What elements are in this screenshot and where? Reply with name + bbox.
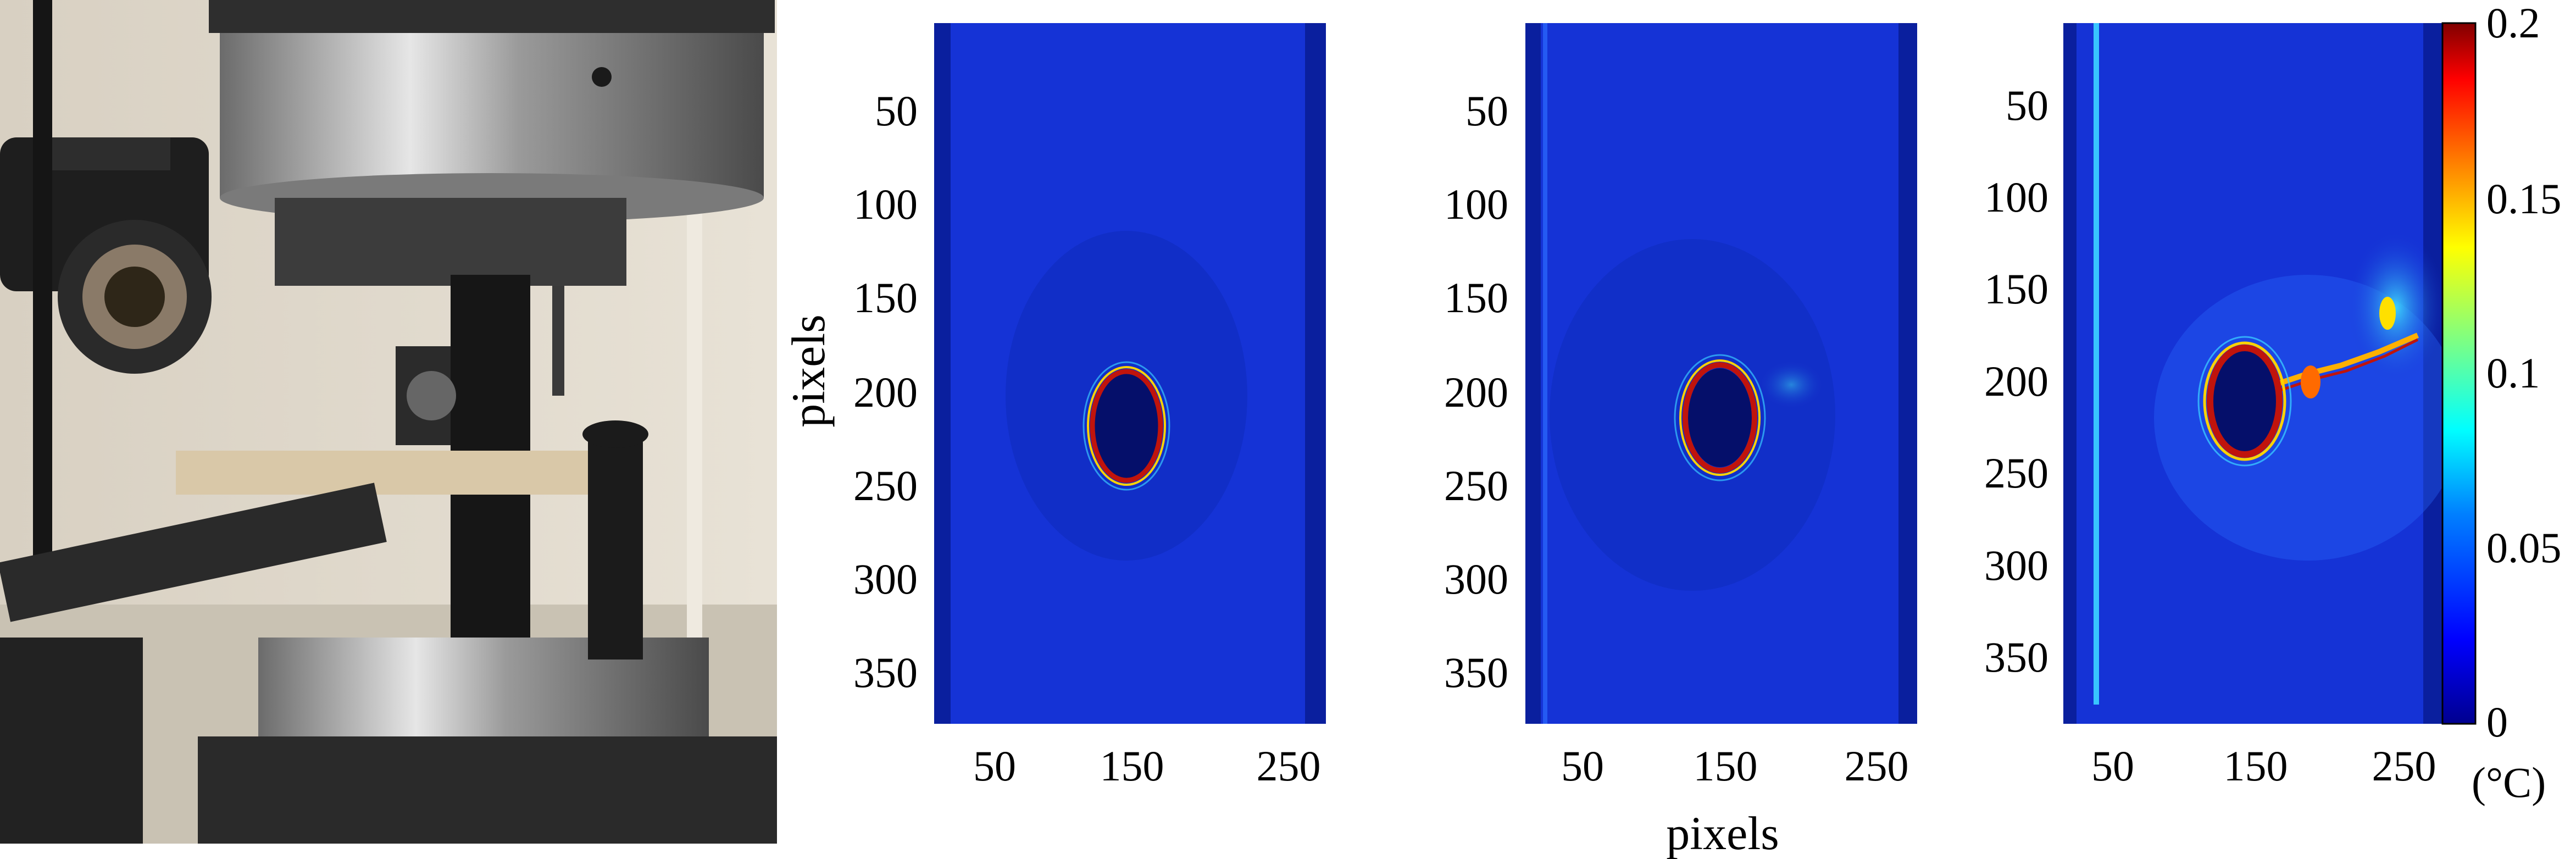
colorbar-tick: 0.2 xyxy=(2486,0,2540,47)
y-tick: 150 xyxy=(1444,274,1508,322)
colorbar-tick: 0.1 xyxy=(2486,349,2540,397)
x-tick: 250 xyxy=(2372,742,2436,790)
y-tick: 50 xyxy=(875,87,918,135)
colorbar-scale xyxy=(2441,22,2477,725)
y-axis-label: pixels xyxy=(782,314,835,427)
y-tick: 50 xyxy=(2006,81,2048,129)
y-ticks-panel-2: 50 100 150 200 250 300 350 xyxy=(1444,87,1508,696)
testing-machine-grip xyxy=(209,0,775,286)
thermal-panel-2: 50 100 150 200 250 300 350 50 150 250 pi… xyxy=(1444,23,1917,859)
y-tick: 300 xyxy=(1984,541,2048,589)
thermal-panel-1: 50 100 150 200 250 300 350 50 150 250 pi… xyxy=(782,23,1326,790)
experimental-setup-photo xyxy=(0,0,777,844)
x-tick: 150 xyxy=(2224,742,2288,790)
y-ticks-panel-1: 50 100 150 200 250 300 350 xyxy=(853,87,918,696)
hole xyxy=(2213,351,2277,452)
y-tick: 350 xyxy=(1444,649,1508,696)
dic-camera xyxy=(396,346,456,445)
x-ticks-panel-3: 50 150 250 xyxy=(2091,742,2436,790)
x-tick: 150 xyxy=(1100,742,1164,790)
thermal-panel-3: 50 100 150 200 250 300 350 50 150 250 xyxy=(1984,23,2462,790)
x-tick: 50 xyxy=(1561,742,1604,790)
colorbar: 0.2 0.15 0.1 0.05 0 (°C) xyxy=(2441,0,2562,806)
colorbar-tick: 0.15 xyxy=(2486,175,2562,223)
y-tick: 350 xyxy=(853,649,918,696)
thermal-camera xyxy=(0,0,212,605)
x-tick: 250 xyxy=(1845,742,1909,790)
colorbar-tick: 0 xyxy=(2486,698,2508,746)
y-tick: 100 xyxy=(853,180,918,228)
hole xyxy=(1688,368,1752,467)
y-tick: 250 xyxy=(1444,462,1508,509)
y-tick: 200 xyxy=(853,368,918,416)
y-tick: 250 xyxy=(853,462,918,509)
y-tick: 350 xyxy=(1984,633,2048,681)
y-tick: 100 xyxy=(1984,173,2048,221)
y-ticks-panel-3: 50 100 150 200 250 300 350 xyxy=(1984,81,2048,681)
x-ticks-panel-2: 50 150 250 xyxy=(1561,742,1909,790)
y-tick: 300 xyxy=(853,555,918,603)
x-tick: 150 xyxy=(1694,742,1758,790)
hole xyxy=(1095,374,1158,478)
y-tick: 100 xyxy=(1444,180,1508,228)
y-tick: 200 xyxy=(1984,357,2048,405)
colorbar-tick: 0.05 xyxy=(2486,524,2562,572)
y-tick: 150 xyxy=(1984,265,2048,313)
y-tick: 250 xyxy=(1984,449,2048,497)
colorbar-unit: (°C) xyxy=(2472,758,2546,806)
x-tick: 50 xyxy=(973,742,1016,790)
x-axis-label: pixels xyxy=(1666,807,1779,859)
y-tick: 200 xyxy=(1444,368,1508,416)
y-tick: 300 xyxy=(1444,555,1508,603)
y-tick: 150 xyxy=(853,274,918,322)
x-ticks-panel-1: 50 150 250 xyxy=(973,742,1321,790)
y-tick: 50 xyxy=(1465,87,1508,135)
x-tick: 50 xyxy=(2091,742,2134,790)
x-tick: 250 xyxy=(1257,742,1321,790)
